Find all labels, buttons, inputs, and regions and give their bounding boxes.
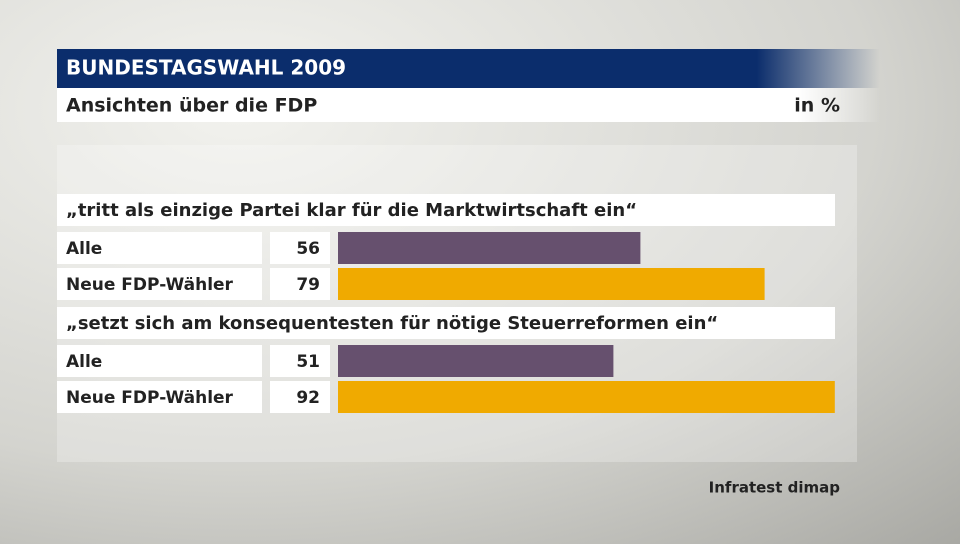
row-label-box bbox=[57, 268, 262, 300]
row-label: Neue FDP-Wähler bbox=[66, 388, 234, 408]
value-box bbox=[270, 381, 330, 413]
bar bbox=[338, 381, 835, 413]
row-label-box bbox=[57, 381, 262, 413]
statement-label: „setzt sich am konsequentesten für nötig… bbox=[66, 313, 718, 334]
bar bbox=[338, 345, 614, 377]
value-box bbox=[270, 232, 330, 264]
value-label: 79 bbox=[296, 275, 320, 295]
row-label: Alle bbox=[66, 352, 102, 372]
title: BUNDESTAGSWAHL 2009 bbox=[66, 56, 346, 80]
row-label-box bbox=[57, 232, 262, 264]
row-label-box bbox=[57, 345, 262, 377]
statement-box bbox=[57, 307, 835, 339]
subtitle-bar bbox=[57, 88, 880, 122]
bar bbox=[338, 268, 765, 300]
bar bbox=[338, 232, 641, 264]
statement-box bbox=[57, 194, 835, 226]
value-box bbox=[270, 268, 330, 300]
value-box bbox=[270, 345, 330, 377]
source: Infratest dimap bbox=[709, 479, 841, 497]
row-label: Neue FDP-Wähler bbox=[66, 275, 234, 295]
statement-label: „tritt als einzige Partei klar für die M… bbox=[66, 200, 637, 221]
subtitle: Ansichten über die FDP bbox=[66, 95, 317, 117]
row-label: Alle bbox=[66, 239, 102, 259]
value-label: 92 bbox=[296, 388, 320, 408]
unit: in % bbox=[794, 95, 840, 117]
panel bbox=[57, 145, 857, 462]
title-bar bbox=[57, 49, 880, 88]
value-label: 56 bbox=[296, 239, 320, 259]
value-label: 51 bbox=[296, 352, 320, 372]
